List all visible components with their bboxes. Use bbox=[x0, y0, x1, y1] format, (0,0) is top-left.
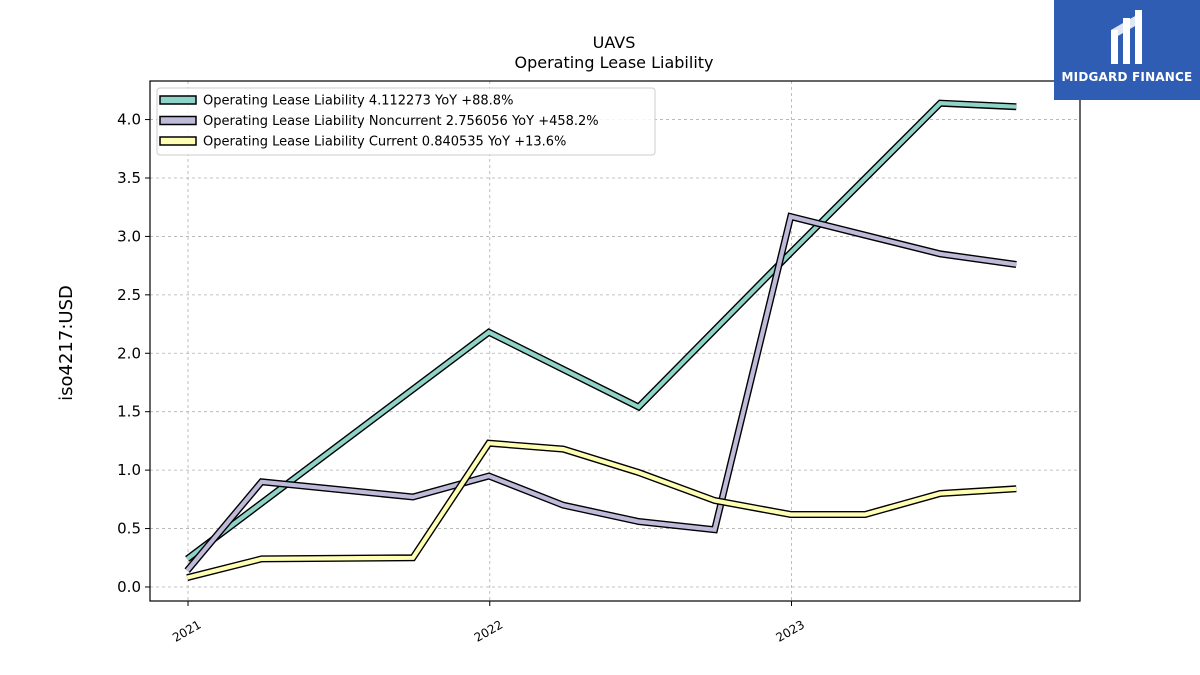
y-tick-label: 4.0 bbox=[117, 111, 141, 129]
legend-swatch-0 bbox=[159, 95, 197, 105]
series-0-outline bbox=[185, 99, 1017, 562]
series-1-outline bbox=[184, 212, 1017, 573]
y-tick-label: 0.0 bbox=[117, 578, 141, 596]
legend-swatch-2 bbox=[159, 136, 197, 146]
legend: Operating Lease Liability 4.112273 YoY +… bbox=[156, 87, 656, 156]
brand-logo: MIDGARD FINANCE bbox=[1054, 0, 1200, 100]
legend-label-2: Operating Lease Liability Current 0.8405… bbox=[203, 135, 566, 150]
x-tick-label: 2021 bbox=[170, 617, 203, 644]
series-1-line bbox=[185, 214, 1017, 572]
y-tick-label: 0.5 bbox=[117, 520, 141, 538]
legend-label-0: Operating Lease Liability 4.112273 YoY +… bbox=[203, 94, 513, 109]
series-2-line bbox=[186, 441, 1017, 580]
y-axis-label: iso4217:USD bbox=[56, 285, 77, 401]
y-tick-label: 2.0 bbox=[117, 344, 141, 362]
y-tick-label: 2.5 bbox=[117, 286, 141, 304]
legend-swatch-1 bbox=[159, 115, 197, 126]
y-tick-label: 1.0 bbox=[117, 461, 141, 479]
series-layer bbox=[184, 99, 1017, 581]
series-0-line bbox=[185, 101, 1017, 561]
x-tick-label: 2023 bbox=[774, 617, 807, 644]
plot-frame bbox=[149, 80, 1081, 602]
y-tick-label: 3.0 bbox=[117, 227, 141, 245]
midgard-logo-icon bbox=[1111, 10, 1142, 64]
legend-box bbox=[156, 87, 656, 156]
x-tick-label: 2022 bbox=[472, 617, 505, 644]
y-tick-label: 1.5 bbox=[117, 403, 141, 421]
chart-title: UAVS bbox=[593, 33, 636, 52]
brand-name: MIDGARD FINANCE bbox=[1061, 70, 1193, 84]
y-tick-label: 3.5 bbox=[117, 169, 141, 187]
grid-layer bbox=[150, 81, 1080, 601]
legend-label-1: Operating Lease Liability Noncurrent 2.7… bbox=[203, 114, 599, 129]
chart-subtitle: Operating Lease Liability bbox=[514, 53, 713, 72]
